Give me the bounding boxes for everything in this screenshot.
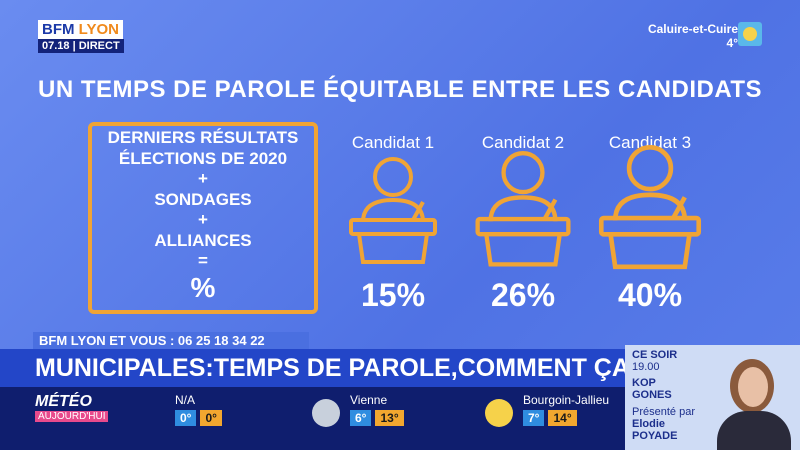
weather-title: MÉTÉO bbox=[35, 393, 92, 410]
temp-max: 13° bbox=[375, 410, 404, 426]
city-name: N/A bbox=[175, 393, 196, 407]
clock: 07.18 bbox=[42, 40, 70, 52]
formula: DERNIERS RÉSULTATS ÉLECTIONS DE 2020 + SOND… bbox=[92, 128, 314, 304]
temp-max: 0° bbox=[200, 410, 222, 426]
weather-city: Vienne 6° 13° bbox=[350, 393, 404, 426]
promo-text: CE SOIR 19.00 KOP GONES Présenté par Elo… bbox=[632, 349, 695, 442]
logo-city: LYON bbox=[78, 21, 119, 38]
city-name: Bourgoin-Jallieu bbox=[523, 393, 610, 407]
formula-line: SONDAGES bbox=[154, 189, 252, 209]
formula-line: % bbox=[190, 271, 216, 303]
temp-max: 14° bbox=[548, 410, 577, 426]
promo-host: POYADE bbox=[632, 430, 678, 442]
candidates: Candidat 1 15% Candidat 2 26% Candidat 3 40% bbox=[349, 133, 800, 313]
promo-show: GONES bbox=[632, 389, 672, 401]
local-city: Caluire-et-Cuire bbox=[647, 22, 738, 36]
formula-box bbox=[88, 122, 318, 314]
temp-min: 7° bbox=[523, 410, 545, 426]
speaker-icon bbox=[349, 157, 437, 264]
local-weather: Caluire-et-Cuire 4° bbox=[648, 22, 738, 50]
candidate-share: 40% bbox=[618, 277, 682, 313]
weather-bar: MÉTÉO AUJOURD'HUI N/A 0° 0° Vienne 6° 13° Bour… bbox=[0, 387, 625, 450]
logo-box: BFM LYON bbox=[38, 20, 123, 39]
host-face bbox=[738, 367, 768, 407]
candidate-share: 15% bbox=[361, 277, 425, 313]
candidate-name: Candidat 1 bbox=[352, 133, 434, 152]
local-temp: 4° bbox=[726, 36, 738, 50]
candidate-name: Candidat 2 bbox=[482, 133, 564, 152]
formula-line: DERNIERS RÉSULTATS bbox=[107, 128, 299, 147]
speaker-icon bbox=[478, 153, 569, 264]
temp-min: 0° bbox=[175, 410, 197, 426]
formula-line: ALLIANCES bbox=[154, 230, 252, 250]
formula-line: = bbox=[198, 251, 208, 270]
live-box: 07.18 | DIRECT bbox=[38, 39, 124, 53]
weather-city: N/A 0° 0° bbox=[175, 393, 222, 426]
weather-subtitle: AUJOURD'HUI bbox=[35, 411, 109, 422]
host-body bbox=[717, 411, 791, 450]
speaker-icon bbox=[601, 147, 698, 266]
promo-host: Elodie bbox=[632, 418, 666, 430]
temp-min: 6° bbox=[350, 410, 372, 426]
live-label: DIRECT bbox=[78, 40, 120, 52]
promo-time: 19.00 bbox=[632, 361, 660, 373]
candidate-share: 26% bbox=[491, 277, 555, 313]
formula-line: + bbox=[198, 210, 208, 229]
city-name: Vienne bbox=[350, 393, 388, 407]
promo-show: KOP bbox=[632, 377, 656, 389]
sun-icon bbox=[738, 22, 762, 46]
slide-title: UN TEMPS DE PAROLE ÉQUITABLE ENTRE LES C… bbox=[38, 76, 763, 103]
candidate-name: Candidat 3 bbox=[609, 133, 691, 152]
formula-line: + bbox=[198, 169, 208, 188]
headline: MUNICIPALES:TEMPS DE PAROLE,COMMENT ÇA M… bbox=[0, 349, 761, 387]
weather-city: Bourgoin-Jallieu 7° 14° bbox=[523, 393, 609, 426]
weather-icon bbox=[485, 399, 513, 427]
ticker: BFM LYON ET VOUS : 06 25 18 34 22 bbox=[33, 332, 309, 349]
logo-brand: BFM bbox=[42, 21, 75, 38]
promo-when: CE SOIR bbox=[632, 349, 678, 361]
promo-by: Présenté par bbox=[632, 406, 695, 418]
weather-icon bbox=[312, 399, 340, 427]
formula-line: ÉLECTIONS DE 2020 bbox=[118, 148, 288, 168]
promo-panel: CE SOIR 19.00 KOP GONES Présenté par Elo… bbox=[625, 345, 800, 450]
